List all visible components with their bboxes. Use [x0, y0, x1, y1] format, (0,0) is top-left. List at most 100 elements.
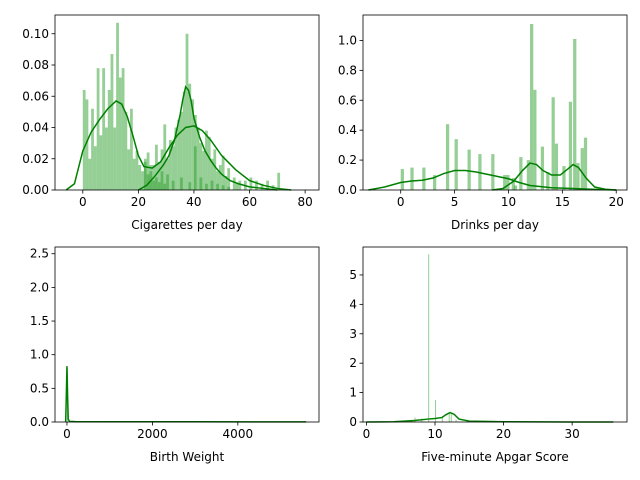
hist-bar — [513, 185, 518, 190]
hist-bar — [260, 183, 264, 190]
hist-bar — [448, 412, 450, 422]
axes-frame — [54, 14, 320, 191]
hist-bar — [503, 175, 507, 190]
kde-line — [65, 100, 292, 191]
hist-bar — [562, 166, 566, 190]
x-tick-label: 60 — [242, 195, 257, 209]
hist-bar — [185, 33, 189, 190]
x-tick-label: 2000 — [137, 427, 168, 441]
hist-bar — [105, 127, 108, 190]
y-tick-label: 0.06 — [22, 89, 49, 103]
y-tick-label: 0.8 — [338, 63, 357, 77]
x-axis-label: Drinks per day — [451, 218, 539, 232]
kde-line — [366, 411, 614, 423]
hist-bar — [511, 178, 515, 190]
y-tick-label: 3 — [349, 327, 357, 341]
hist-bar — [546, 172, 550, 190]
x-tick-label: 4000 — [223, 427, 254, 441]
hist-bar — [238, 180, 242, 190]
y-tick-label: 4 — [349, 297, 357, 311]
hist-bar — [191, 99, 194, 190]
x-tick-label: 20 — [131, 195, 146, 209]
x-tick-label: 80 — [297, 195, 312, 209]
hist-bar — [113, 127, 117, 190]
hist-bar — [435, 399, 437, 422]
hist-bar — [568, 101, 573, 190]
hist-bar — [478, 154, 482, 190]
y-tick-label: 0.0 — [30, 415, 49, 429]
kde-line — [368, 169, 617, 191]
x-tick-label: 0 — [79, 195, 87, 209]
hist-bar — [96, 68, 100, 190]
hist-bar — [445, 124, 450, 190]
hist-bar — [174, 127, 178, 190]
y-tick-label: 2.0 — [30, 280, 49, 294]
hist-bar — [218, 165, 222, 190]
y-tick-label: 0.5 — [30, 381, 49, 395]
y-tick-label: 0.08 — [22, 58, 49, 72]
hist-bar — [135, 150, 139, 190]
y-tick-label: 1.0 — [30, 348, 49, 362]
x-tick-label: 10 — [501, 195, 516, 209]
hist-bar — [118, 77, 122, 190]
hist-bar — [177, 119, 181, 190]
hist-bar — [132, 158, 136, 190]
hist-bar — [249, 177, 253, 190]
subplot-1: 0 20 40 60 80 0.00 0.02 0.04 0.06 0.08 0.10 Cigaret… — [22, 14, 320, 232]
hist-bar — [138, 165, 142, 190]
x-tick-label: 30 — [565, 427, 580, 441]
subplot-4: 0 10 20 30 0 1 2 3 4 5 Five-minute Apgar Score — [349, 246, 628, 464]
hist-bar — [410, 167, 414, 190]
y-tick-label: 0.4 — [338, 123, 357, 137]
kde-line — [138, 85, 278, 191]
y-tick-label: 0.6 — [338, 93, 357, 107]
hist-bar — [216, 171, 219, 190]
hist-bar — [255, 180, 258, 190]
hist-bar — [163, 124, 167, 190]
hist-bar — [85, 99, 89, 190]
hist-bar — [221, 155, 225, 190]
hist-bar — [188, 83, 192, 190]
x-axis-label: Five-minute Apgar Score — [421, 450, 568, 464]
hist-bar — [124, 111, 128, 190]
hist-bar — [88, 158, 92, 190]
hist-bar — [180, 111, 183, 190]
x-tick-label: 20 — [496, 427, 511, 441]
hist-bar — [168, 140, 172, 190]
hist-bar — [207, 136, 211, 190]
hist-bar — [143, 158, 147, 190]
x-tick-label: 0 — [63, 427, 71, 441]
hist-bar — [127, 149, 131, 190]
y-tick-label: 0.0 — [338, 183, 357, 197]
y-tick-label: 0.02 — [22, 152, 49, 166]
hist-bar — [266, 180, 269, 190]
hist-bar — [433, 175, 437, 190]
hist-bar — [160, 149, 164, 190]
hist-bar — [193, 115, 197, 190]
y-tick-label: 2.5 — [30, 247, 49, 261]
axes-frame — [362, 246, 628, 423]
hist-bar — [116, 22, 119, 190]
hist-bar — [526, 160, 531, 190]
x-tick-label: 40 — [186, 195, 201, 209]
hist-bar — [91, 108, 94, 190]
y-tick-label: 5 — [349, 268, 357, 282]
x-axis-label: Cigarettes per day — [131, 218, 242, 232]
hist-bar — [130, 108, 133, 190]
axes-frame — [362, 14, 628, 191]
x-tick-label: 10 — [427, 427, 442, 441]
hist-bar — [400, 169, 404, 190]
hist-bar — [422, 167, 426, 190]
hist-bar — [450, 413, 452, 422]
hist-bar — [533, 89, 537, 190]
hist-bar — [210, 158, 214, 190]
hist-bar — [110, 54, 114, 190]
hist-bar — [166, 158, 169, 190]
hist-bar — [428, 254, 430, 422]
hist-bar — [573, 38, 577, 190]
x-tick-label: 0 — [363, 427, 371, 441]
hist-bar — [155, 144, 158, 190]
hist-bar — [82, 90, 86, 190]
x-tick-label: 0 — [397, 195, 405, 209]
